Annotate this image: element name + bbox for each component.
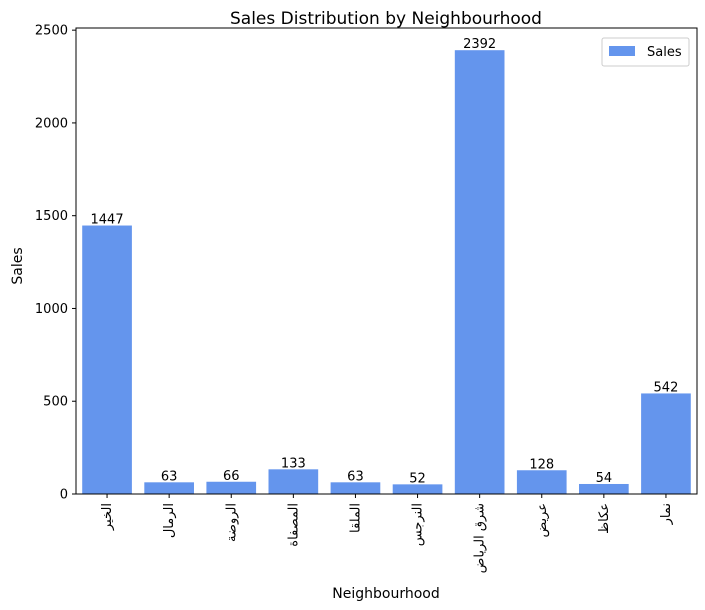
legend-frame (601, 37, 690, 67)
y-tick-label: 0 (60, 488, 68, 503)
plot-area: 0 500 1000 1500 2000 2500 1447 الخير 63 الرمال 66 ا… (35, 24, 698, 573)
bar (579, 483, 629, 494)
bar (82, 225, 132, 495)
bar (641, 393, 691, 494)
bar (516, 470, 567, 494)
x-axis-label: Neighbourhood (332, 586, 439, 602)
legend: Sales (601, 37, 690, 67)
bar (392, 484, 443, 494)
x-tick-label: الروضة (224, 503, 239, 542)
x-tick-label: الملقا (348, 503, 363, 533)
bar-value-label: 63 (347, 469, 364, 484)
y-tick-label: 2500 (35, 24, 68, 39)
x-tick-label: المصفاة (286, 503, 301, 547)
x-tick-label: النرجس (411, 503, 426, 546)
bar (144, 482, 194, 494)
bar-value-label: 133 (281, 456, 306, 471)
bar-value-label: 63 (161, 469, 178, 484)
bar (206, 481, 257, 494)
y-tick-label: 1000 (35, 302, 68, 317)
chart-title: Sales Distribution by Neighbourhood (230, 9, 542, 29)
x-tick-label: عريض (535, 503, 550, 537)
x-tick-label: الخير (100, 503, 115, 531)
legend-label-sales: Sales (647, 45, 682, 60)
y-tick-label: 1500 (35, 209, 68, 224)
bar-value-label: 2392 (463, 37, 496, 52)
legend-swatch (609, 46, 635, 56)
bar-value-label: 542 (654, 380, 679, 395)
bar-value-label: 52 (409, 471, 426, 486)
bar (268, 469, 319, 494)
x-tick-label: عكاظ (597, 503, 612, 534)
bar-value-label: 66 (223, 469, 240, 484)
y-tick-label: 2000 (35, 116, 68, 131)
bar-value-label: 128 (529, 457, 554, 472)
x-tick-label: نمار (659, 503, 674, 525)
bar-value-label: 54 (596, 471, 613, 486)
bar (330, 482, 381, 494)
y-tick-label: 500 (43, 395, 68, 410)
y-axis-label: Sales (10, 247, 26, 284)
x-tick-label: الرمال (162, 503, 177, 538)
bar (454, 50, 505, 494)
x-tick-label: شرق الرياض (473, 503, 488, 573)
axes-frame (75, 27, 698, 495)
bar-value-label: 1447 (91, 213, 124, 228)
